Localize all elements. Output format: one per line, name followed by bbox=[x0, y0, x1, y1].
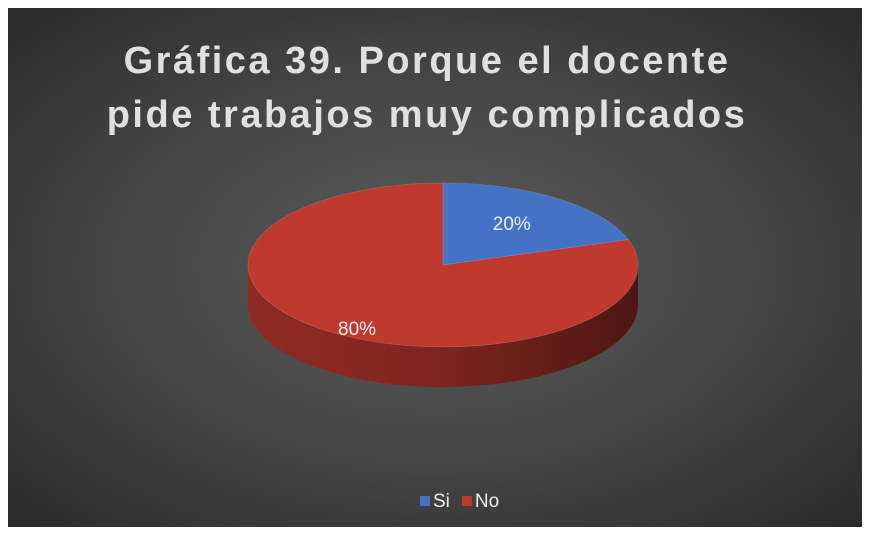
legend-label: Si bbox=[433, 491, 450, 512]
slice bbox=[247, 182, 639, 348]
slice bbox=[442, 182, 630, 266]
legend-swatch bbox=[420, 496, 430, 506]
legend-swatch bbox=[461, 496, 472, 506]
chart-title: Gráfica 39. Porque el docente pide traba… bbox=[106, 40, 748, 136]
data-label: 20% bbox=[493, 214, 531, 235]
slice-side-shade bbox=[248, 265, 638, 387]
legend-label: No bbox=[475, 491, 499, 512]
data-label: 80% bbox=[338, 319, 376, 340]
